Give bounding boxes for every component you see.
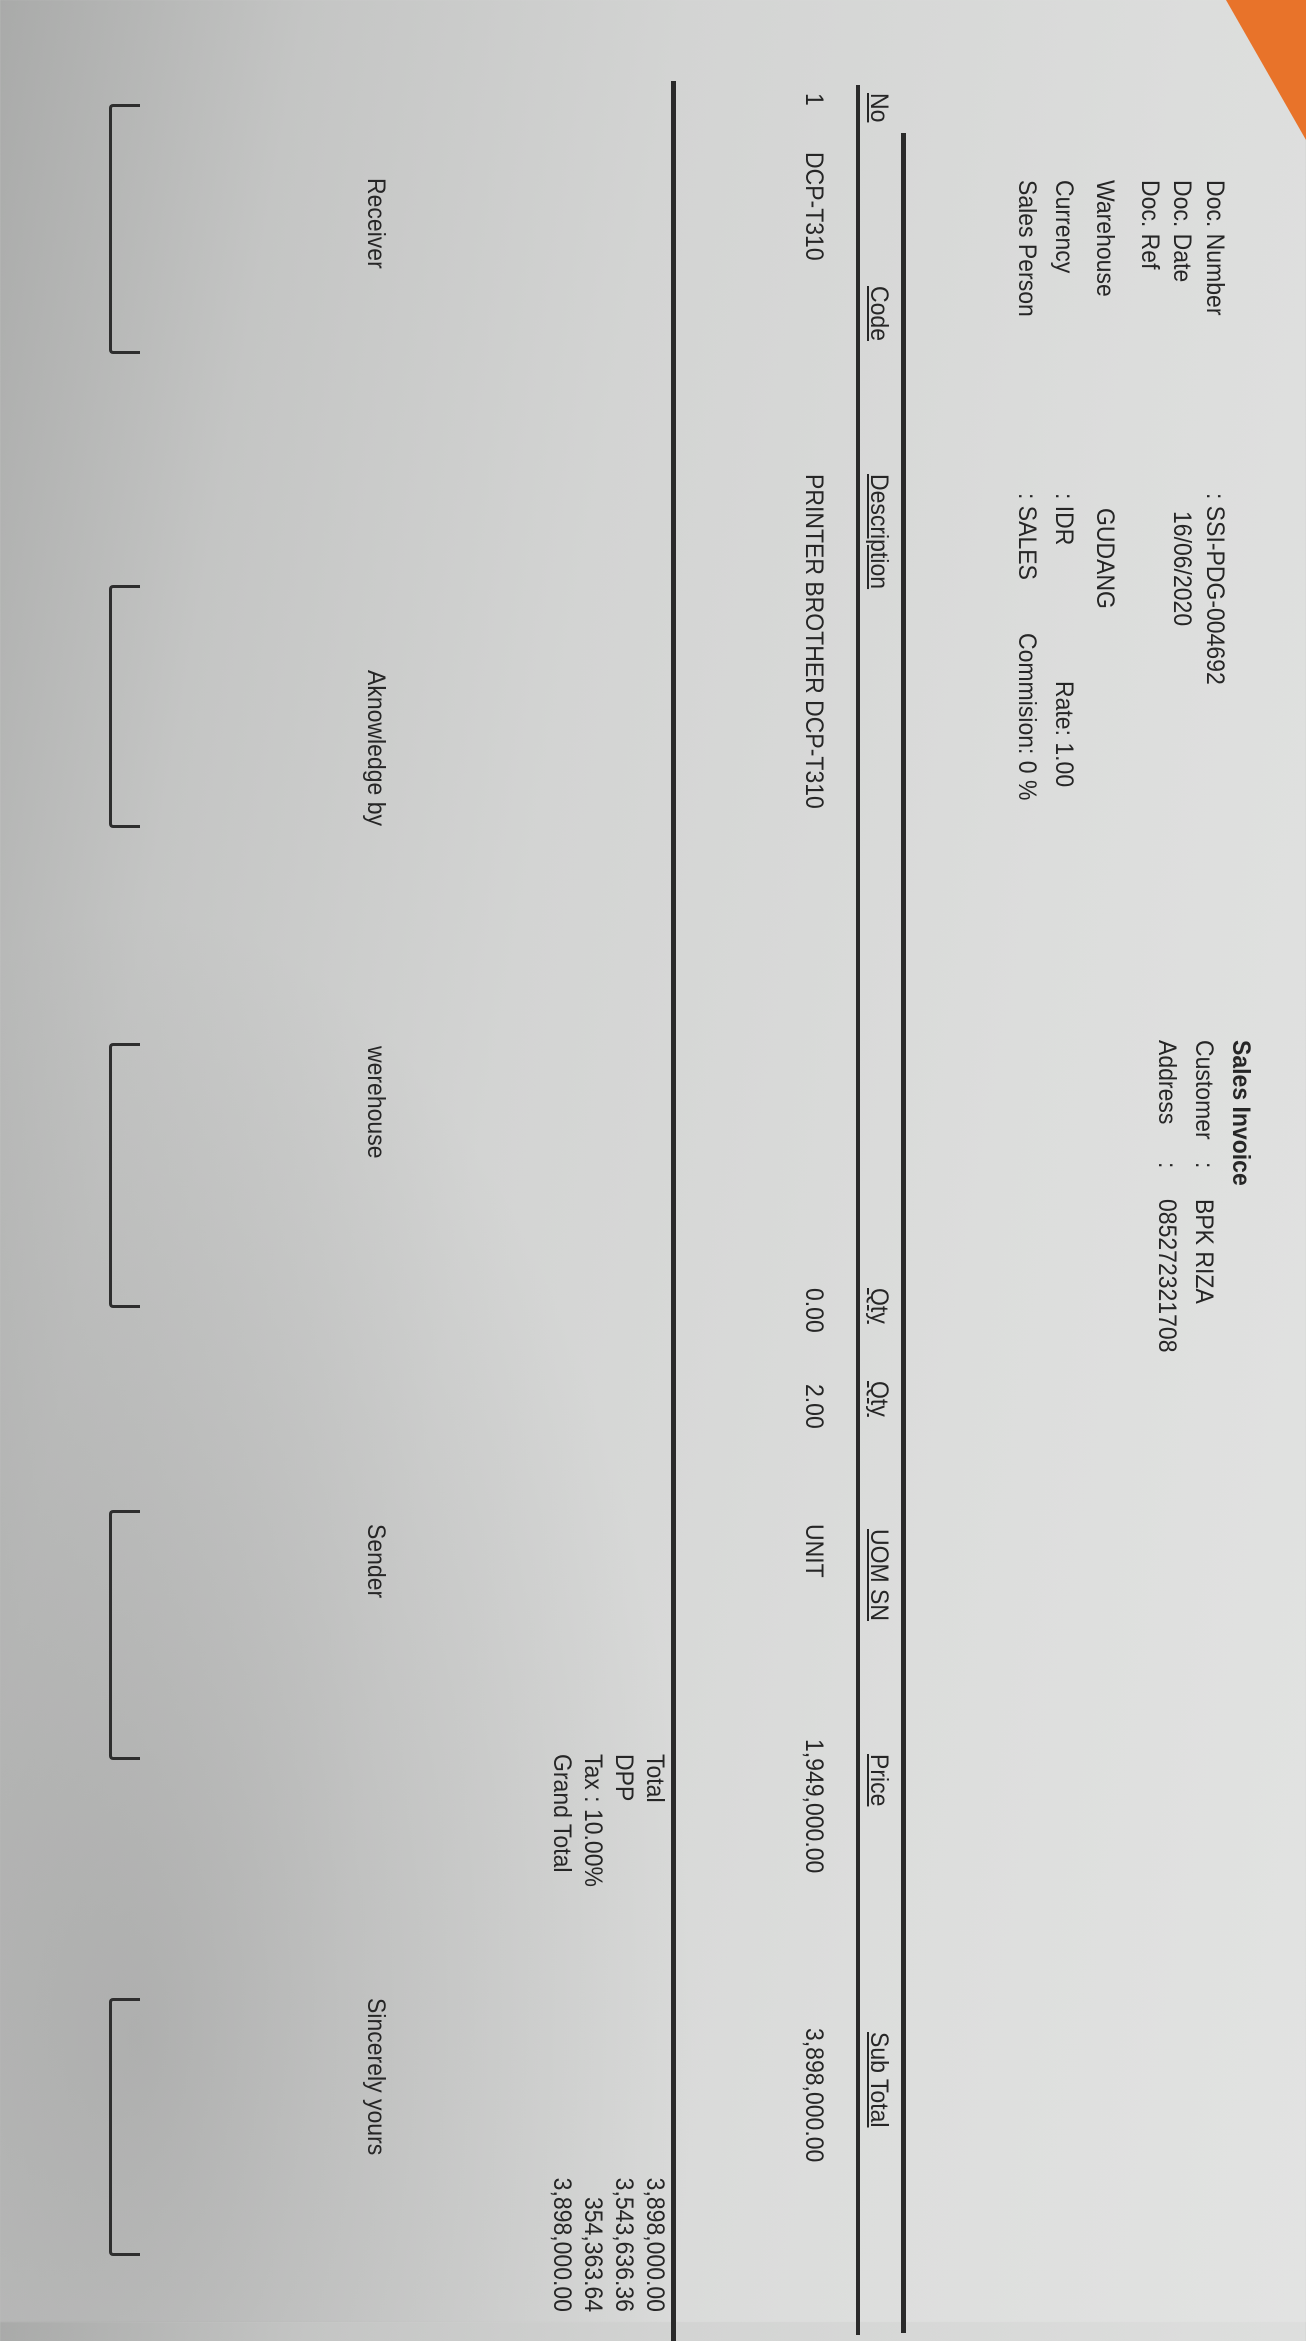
doc-date-value: 16/06/2020 [1168,511,1196,627]
address-colon: : [1153,1162,1181,1169]
row-description: PRINTER BROTHER DCP-T310 [800,474,828,809]
address-value: 085272321708 [1153,1199,1181,1353]
address-label: Address [1153,1040,1181,1125]
row-qty-1: 0.00 [800,1288,828,1333]
table-top-rule [901,133,906,2333]
dpp-label: DPP [610,1754,638,1802]
grand-total-label: Grand Total [548,1754,576,1873]
total-label: Total [641,1754,669,1803]
currency-value: : IDR [1050,493,1078,546]
currency-rate: Rate: 1.00 [1050,681,1078,788]
total-value: 3,898,000.00 [641,2177,669,2312]
customer-colon: : [1190,1162,1218,1169]
row-code: DCP-T310 [800,152,828,261]
col-no: No [865,93,893,123]
invoice-title: Sales Invoice [1227,1040,1255,1186]
sales-person-label: Sales Person [1013,180,1041,317]
signature-sender: Sender [362,1524,390,1599]
row-qty-2: 2.00 [800,1384,828,1429]
orange-corner [1226,0,1306,140]
customer-value: BPK RIZA [1190,1199,1218,1304]
col-qty-2: Qty [865,1381,893,1417]
customer-label: Customer [1190,1040,1218,1140]
warehouse-label: Warehouse [1091,180,1119,297]
photo-shadow [0,900,700,2322]
col-qty-1: Qty [865,1288,893,1324]
signature-line-receiver [109,104,140,354]
doc-number-label: Doc. Number [1201,180,1229,316]
doc-ref-label: Doc. Ref [1136,180,1164,270]
tax-value: 354,363.64 [579,2196,607,2312]
signature-line-acknowledge [109,585,140,828]
col-code: Code [865,286,893,341]
col-subtotal: Sub Total [865,2032,893,2128]
row-no: 1 [800,93,828,106]
col-uom-sn: UOM SN [865,1529,893,1621]
doc-number-value: : SSI-PDG-004692 [1201,493,1229,685]
signature-warehouse: werehouse [362,1046,390,1159]
signature-receiver: Receiver [362,178,390,269]
sales-person-value: : SALES [1013,493,1041,580]
row-subtotal: 3,898,000.00 [800,2028,828,2163]
commission-value: Commision: 0 % [1013,633,1041,801]
grand-total-value: 3,898,000.00 [548,2177,576,2312]
col-price: Price [865,1754,893,1807]
signature-sincerely: Sincerely yours [362,1998,390,2156]
signature-line-sincerely [109,1998,140,2256]
dpp-value: 3,543,636.36 [610,2177,638,2312]
doc-date-label: Doc. Date [1168,180,1196,283]
signature-line-warehouse [109,1043,140,1308]
signature-line-sender [109,1510,140,1760]
row-uom: UNIT [800,1524,828,1578]
table-bottom-rule [671,81,676,2341]
warehouse-value: GUDANG [1091,508,1119,609]
signature-acknowledge: Aknowledge by [362,670,390,826]
table-header-rule [856,85,860,2335]
col-description: Description [865,474,893,590]
currency-label: Currency [1050,180,1078,274]
row-price: 1,949,000.00 [800,1739,828,1874]
tax-label: Tax : 10.00% [579,1754,607,1887]
